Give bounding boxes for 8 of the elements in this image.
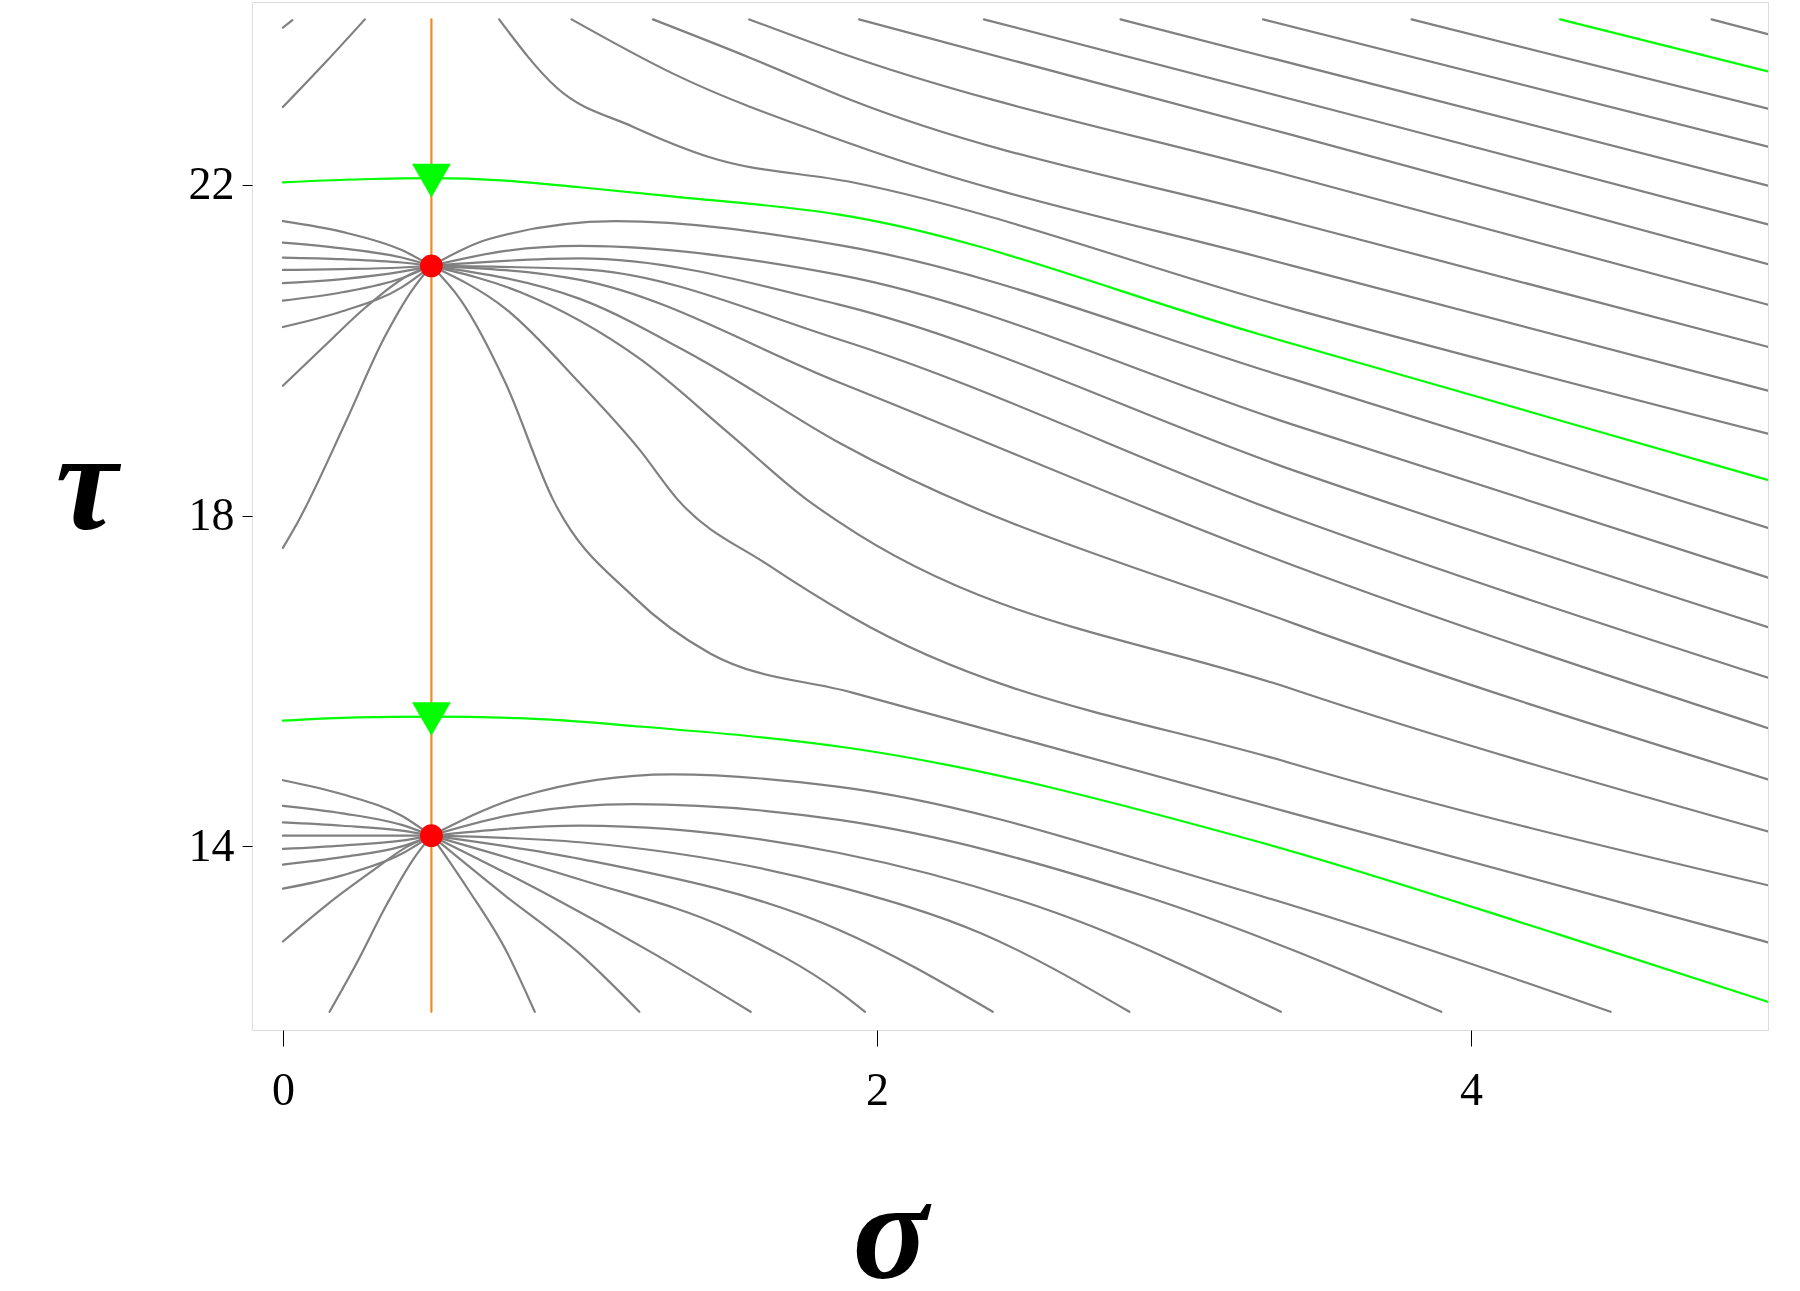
x-tick-label: 0 — [271, 1063, 295, 1115]
x-tick-label: 4 — [1459, 1063, 1483, 1115]
x-axis-title: σ — [852, 1152, 932, 1291]
x-tick-label: 2 — [865, 1063, 889, 1115]
y-axis-title: τ — [55, 403, 122, 559]
y-tick-label: 22 — [188, 158, 235, 210]
y-tick-label: 18 — [188, 489, 235, 541]
y-tick-label: 14 — [188, 819, 235, 871]
